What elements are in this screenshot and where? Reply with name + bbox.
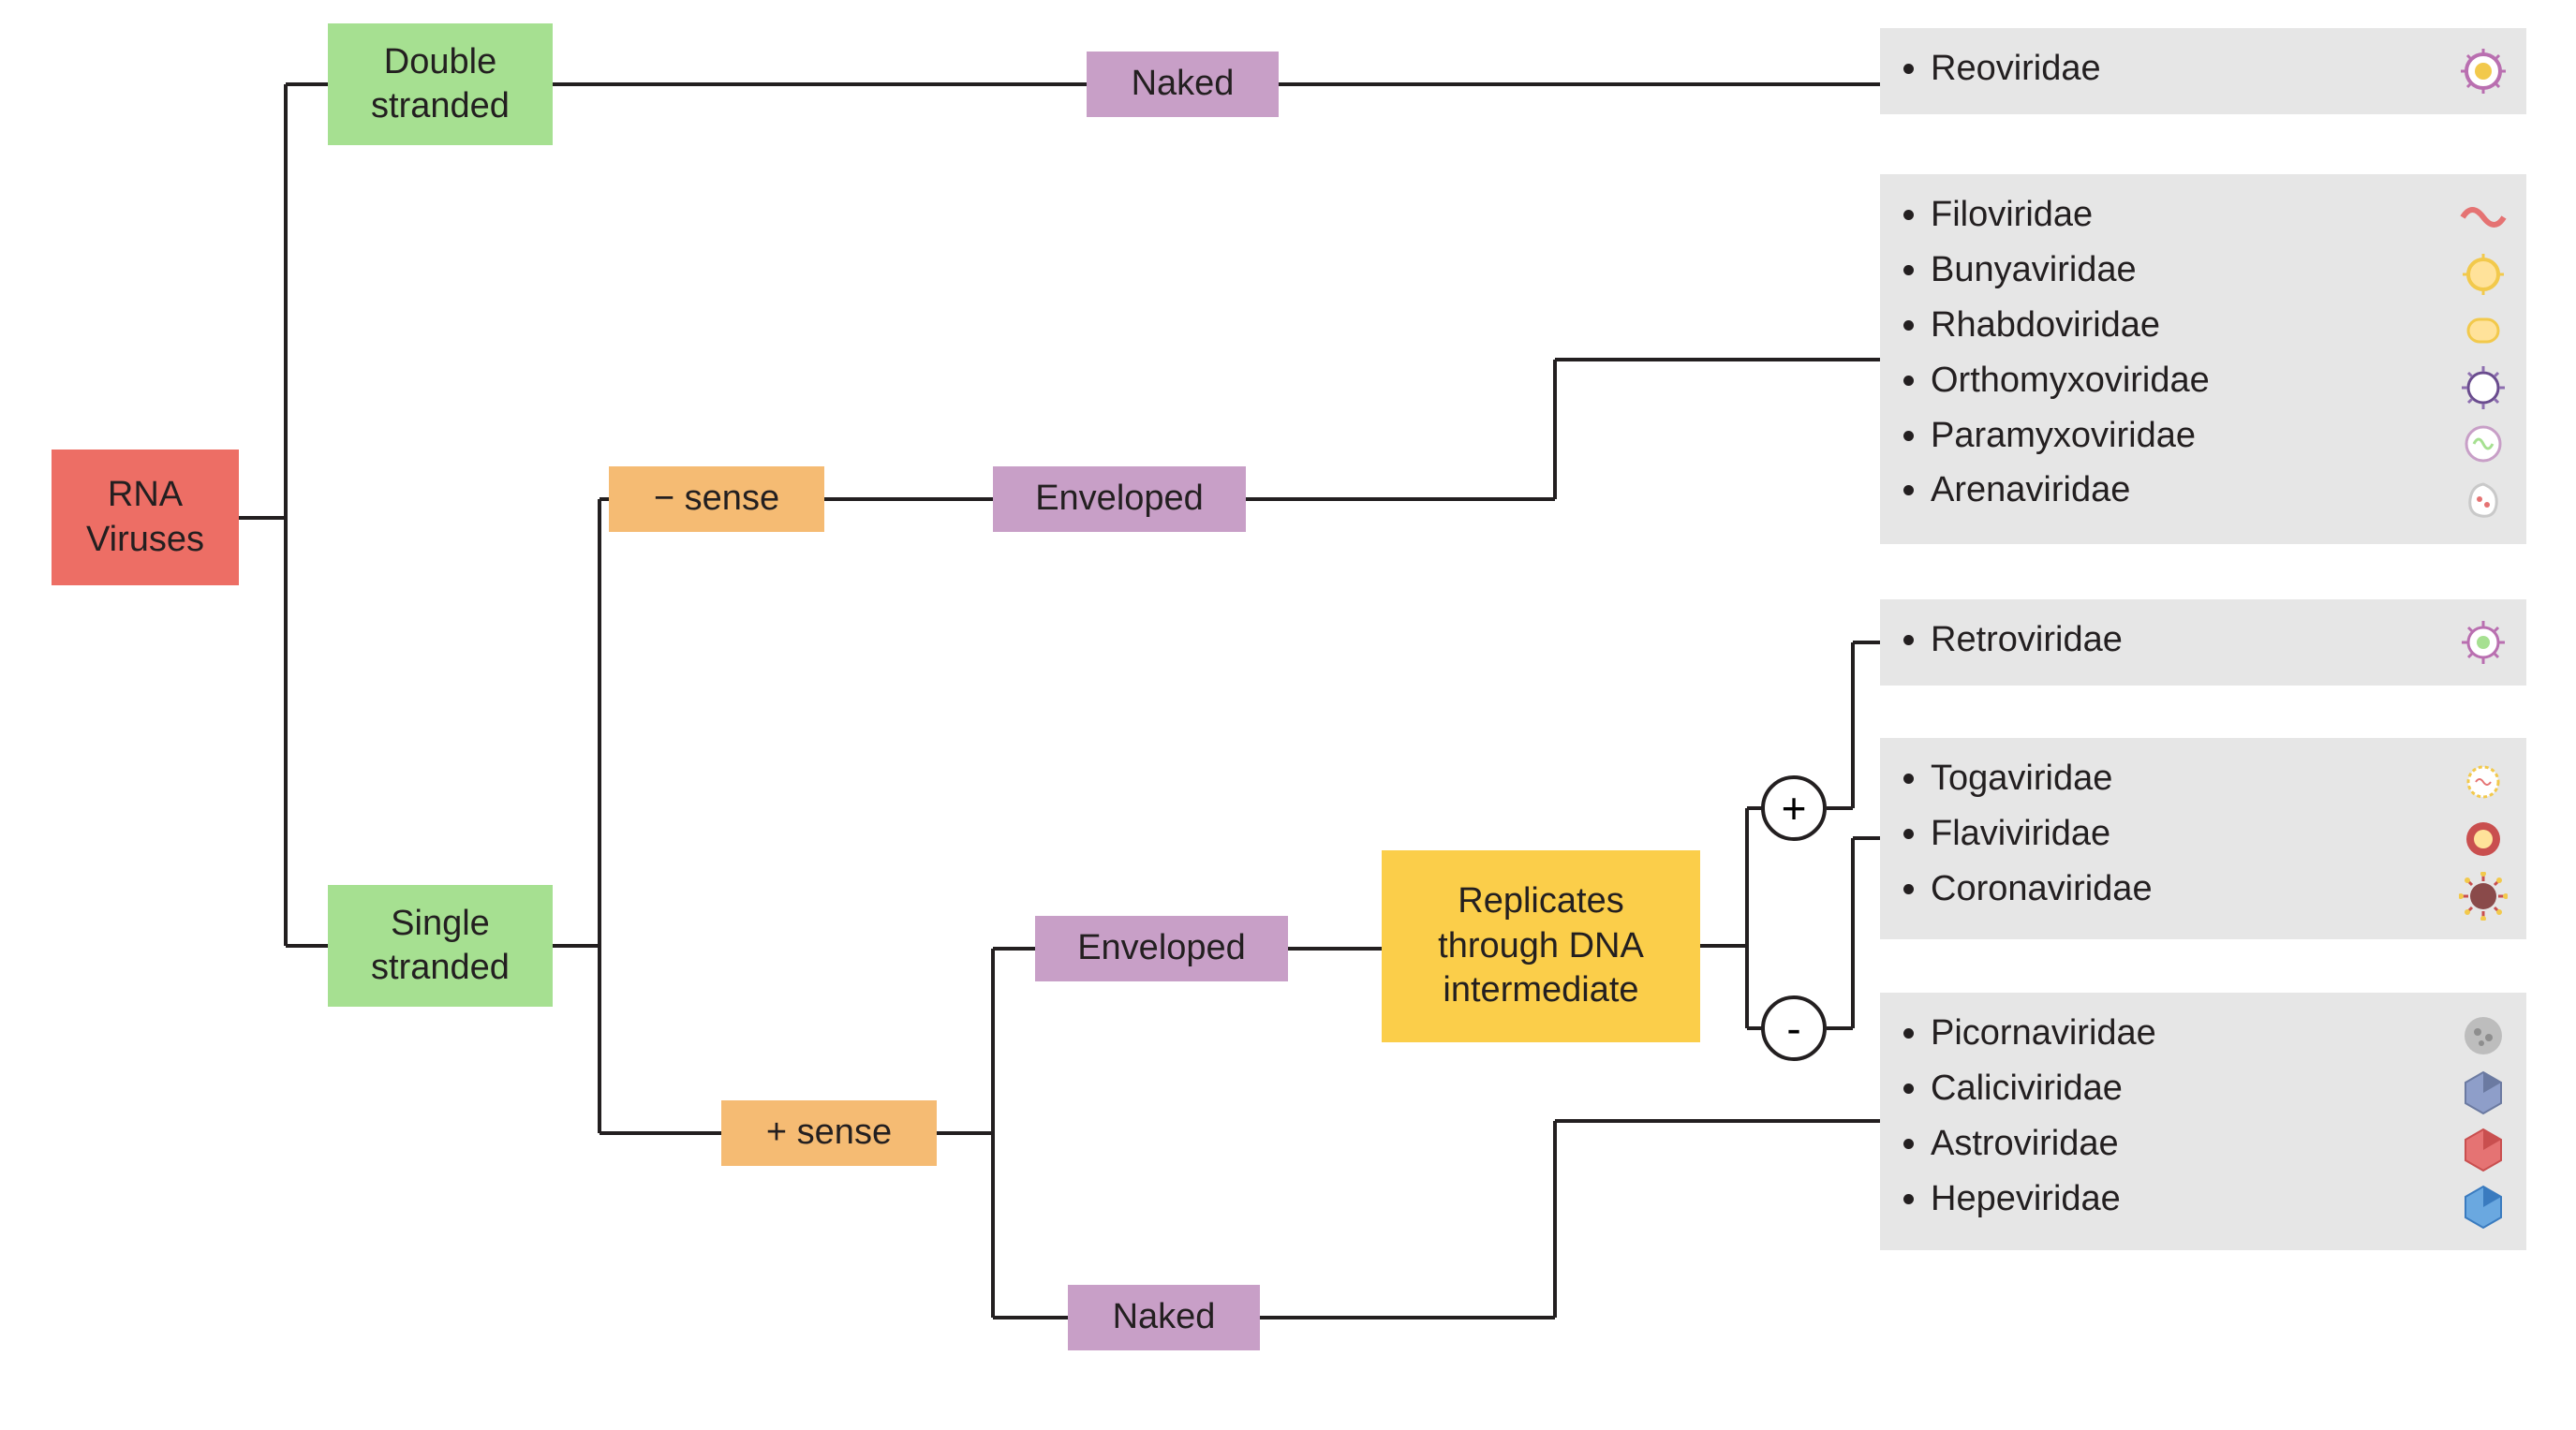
panel-pos-naked: Picornaviridae Caliciviridae Astrovirida… [1880,993,2526,1250]
node-naked-top: Naked [1087,52,1279,117]
sign-minus-label: - [1786,1003,1800,1054]
naked-bottom-label: Naked [1113,1295,1216,1340]
double-stranded-label: Doublestranded [371,40,510,129]
item-reoviridae: Reoviridae [1931,41,2509,96]
sign-plus-label: + [1782,783,1807,833]
virus-icon [2459,758,2508,806]
virus-icon [2459,477,2508,525]
node-enveloped-neg: Enveloped [993,466,1246,532]
item-orthomyxoviridae: Orthomyxoviridae [1931,353,2509,408]
virus-icon [2459,306,2508,355]
list-neg-env: Filoviridae Bunyaviridae Rhabdoviridae O… [1897,187,2509,518]
virus-icon [2459,1183,2508,1231]
single-stranded-label: Singlestranded [371,902,510,991]
virus-icon [2459,1069,2508,1117]
virus-icon [2459,193,2508,242]
icons-reo [2455,43,2511,99]
list-retro: Retroviridae [1897,612,2509,668]
root-label: RNAViruses [86,473,204,562]
icons-pos-env [2455,753,2511,924]
node-double-stranded: Doublestranded [328,23,553,145]
item-arenaviridae: Arenaviridae [1931,463,2509,518]
list-pos-naked: Picornaviridae Caliciviridae Astrovirida… [1897,1006,2509,1227]
root-rna-viruses: RNAViruses [52,450,239,585]
node-minus-sense: − sense [609,466,824,532]
panel-reoviridae: Reoviridae [1880,28,2526,114]
rna-virus-classification-diagram: RNAViruses Doublestranded Singlestranded… [0,0,2576,1430]
naked-top-label: Naked [1132,62,1235,107]
virus-icon [2459,872,2508,921]
node-plus-sense: + sense [721,1100,937,1166]
item-hepeviridae: Hepeviridae [1931,1172,2509,1227]
panel-retroviridae: Retroviridae [1880,599,2526,686]
icons-pos-naked [2455,1008,2511,1235]
item-togaviridae: Togaviridae [1931,751,2509,806]
item-paramyxoviridae: Paramyxoviridae [1931,408,2509,464]
node-enveloped-pos: Enveloped [1035,916,1288,981]
item-retroviridae: Retroviridae [1931,612,2509,668]
plus-sense-label: + sense [766,1111,892,1156]
icons-retro [2455,614,2511,671]
enveloped-neg-label: Enveloped [1035,477,1204,522]
item-filoviridae: Filoviridae [1931,187,2509,243]
node-naked-bottom: Naked [1068,1285,1260,1350]
dna-intermediate-label: Replicatesthrough DNAintermediate [1438,879,1644,1013]
virus-icon [2459,1011,2508,1060]
item-rhabdoviridae: Rhabdoviridae [1931,298,2509,353]
virus-icon [2459,815,2508,863]
sign-plus: + [1761,775,1827,841]
item-coronaviridae: Coronaviridae [1931,862,2509,917]
panel-pos-enveloped: Togaviridae Flaviviridae Coronaviridae [1880,738,2526,939]
enveloped-pos-label: Enveloped [1077,926,1246,971]
item-astroviridae: Astroviridae [1931,1116,2509,1172]
panel-neg-enveloped: Filoviridae Bunyaviridae Rhabdoviridae O… [1880,174,2526,544]
virus-icon [2459,47,2508,96]
item-caliciviridae: Caliciviridae [1931,1061,2509,1116]
virus-icon [2459,363,2508,412]
list-pos-env: Togaviridae Flaviviridae Coronaviridae [1897,751,2509,917]
node-dna-intermediate: Replicatesthrough DNAintermediate [1382,850,1700,1042]
sign-minus: - [1761,995,1827,1061]
list-reo: Reoviridae [1897,41,2509,96]
virus-icon [2459,618,2508,667]
icons-neg-env [2455,189,2511,529]
item-flaviviridae: Flaviviridae [1931,806,2509,862]
item-picornaviridae: Picornaviridae [1931,1006,2509,1061]
item-bunyaviridae: Bunyaviridae [1931,243,2509,298]
virus-icon [2459,1126,2508,1174]
virus-icon [2459,250,2508,299]
node-single-stranded: Singlestranded [328,885,553,1007]
virus-icon [2459,420,2508,468]
minus-sense-label: − sense [654,477,779,522]
